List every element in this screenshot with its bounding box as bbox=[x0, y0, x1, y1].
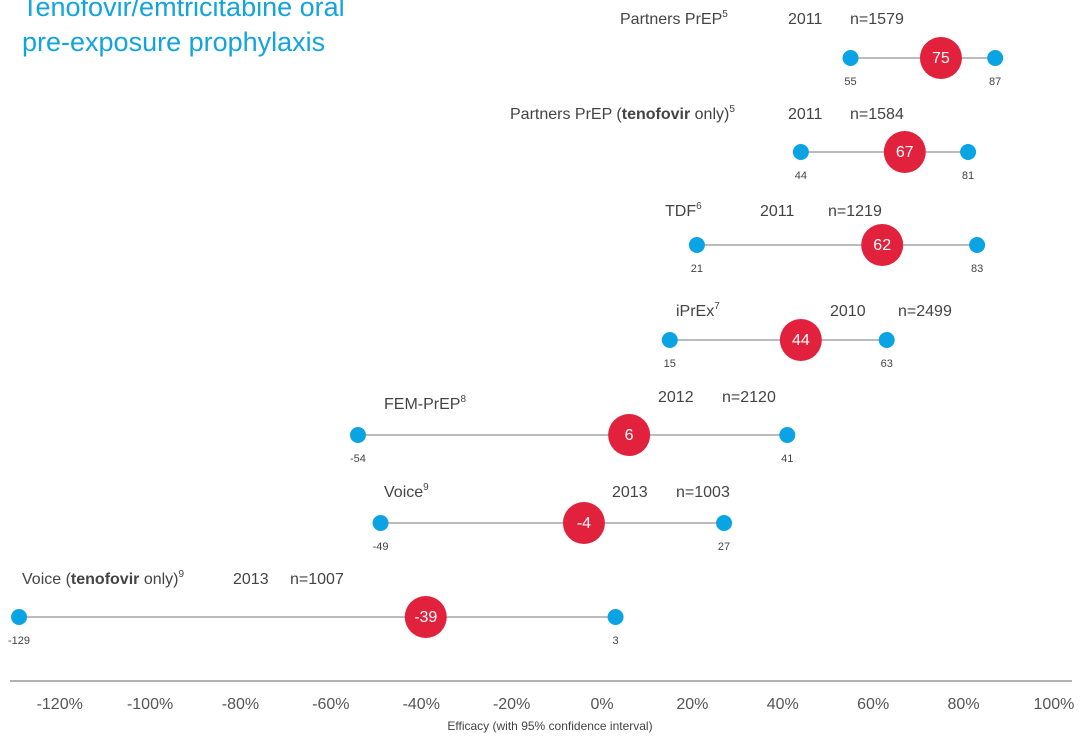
study-year: 2013 bbox=[612, 484, 648, 501]
study-year: 2012 bbox=[658, 389, 694, 406]
study-n: n=1219 bbox=[828, 203, 882, 220]
point-estimate bbox=[883, 131, 926, 173]
study-year: 2011 bbox=[788, 106, 823, 123]
ci-end bbox=[987, 50, 1004, 66]
ci-label: -129 bbox=[8, 635, 30, 647]
name-part: TDF bbox=[665, 203, 696, 220]
point-label: -39 bbox=[414, 609, 437, 626]
ci-label: 3 bbox=[613, 635, 619, 647]
ci-end bbox=[960, 144, 977, 160]
ci-label: 21 bbox=[691, 263, 703, 275]
x-tick-label: -120% bbox=[37, 696, 83, 713]
ci-label: -49 bbox=[373, 541, 389, 553]
name-part: Voice ( bbox=[22, 571, 72, 588]
name-part: FEM-PrEP bbox=[384, 396, 460, 413]
study-name: TDF6 bbox=[665, 201, 702, 221]
study-n: n=1007 bbox=[290, 571, 344, 588]
reference: 8 bbox=[460, 394, 466, 405]
point-label: 6 bbox=[625, 427, 634, 444]
ci-label: 87 bbox=[989, 76, 1001, 88]
ci-end bbox=[779, 427, 796, 443]
name-part: tenofovir bbox=[71, 571, 139, 588]
reference: 5 bbox=[729, 104, 735, 115]
x-tick-label: -40% bbox=[403, 696, 440, 713]
ci-end bbox=[878, 332, 895, 348]
ci-end bbox=[688, 237, 705, 253]
ci-end bbox=[372, 515, 389, 531]
x-tick-label: -60% bbox=[312, 696, 349, 713]
point-estimate bbox=[861, 224, 904, 266]
x-axis-label: Efficacy (with 95% confidence interval) bbox=[447, 719, 652, 733]
x-tick-label: -80% bbox=[222, 696, 259, 713]
ci-end bbox=[969, 237, 986, 253]
name-part: tenofovir bbox=[622, 106, 690, 123]
point-estimate bbox=[779, 319, 822, 361]
ci-label: 81 bbox=[962, 170, 974, 182]
reference: 9 bbox=[179, 569, 185, 580]
x-tick-label: 40% bbox=[767, 696, 799, 713]
x-tick-label: -100% bbox=[127, 696, 173, 713]
study-name: FEM-PrEP8 bbox=[384, 394, 466, 414]
study-name: Voice9 bbox=[384, 482, 429, 502]
x-tick-label: 80% bbox=[948, 696, 980, 713]
point-label: 62 bbox=[873, 237, 891, 254]
ci-label: 27 bbox=[718, 541, 730, 553]
reference: 9 bbox=[423, 482, 429, 493]
ci-end bbox=[607, 609, 624, 625]
name-part: Voice bbox=[384, 484, 423, 501]
study-n: n=1584 bbox=[850, 106, 904, 123]
study-n: n=1579 bbox=[850, 11, 904, 28]
point-estimate bbox=[562, 502, 605, 544]
study-year: 2011 bbox=[760, 203, 795, 220]
name-part: Partners PrEP ( bbox=[510, 106, 622, 123]
study-year: 2013 bbox=[233, 571, 269, 588]
study-year: 2011 bbox=[788, 11, 823, 28]
ci-end bbox=[716, 515, 733, 531]
ci-label: -54 bbox=[350, 453, 366, 465]
x-tick-label: 20% bbox=[676, 696, 708, 713]
study-year: 2010 bbox=[830, 303, 866, 320]
ci-label: 44 bbox=[795, 170, 807, 182]
study-n: n=1003 bbox=[676, 484, 730, 501]
point-label: 75 bbox=[932, 50, 950, 67]
point-estimate bbox=[404, 596, 447, 638]
name-part: only) bbox=[690, 106, 729, 123]
ci-end bbox=[842, 50, 859, 66]
reference: 6 bbox=[696, 201, 702, 212]
study-name: Voice (tenofovir only)9 bbox=[22, 569, 185, 589]
x-tick-label: -20% bbox=[493, 696, 530, 713]
ci-end bbox=[661, 332, 678, 348]
point-estimate bbox=[608, 414, 651, 456]
ci-end bbox=[349, 427, 366, 443]
point-label: -4 bbox=[577, 515, 591, 532]
ci-label: 41 bbox=[781, 453, 793, 465]
study-name: iPrEx7 bbox=[676, 301, 720, 321]
name-part: iPrEx bbox=[676, 303, 714, 320]
point-label: 67 bbox=[896, 144, 914, 161]
study-n: n=2120 bbox=[722, 389, 776, 406]
ci-label: 15 bbox=[664, 358, 676, 370]
ci-end bbox=[792, 144, 809, 160]
study-name: Partners PrEP (tenofovir only)5 bbox=[510, 104, 735, 124]
ci-label: 63 bbox=[881, 358, 893, 370]
ci-end bbox=[11, 609, 28, 625]
x-tick-label: 0% bbox=[590, 696, 613, 713]
reference: 5 bbox=[722, 9, 728, 20]
reference: 7 bbox=[714, 301, 720, 312]
x-tick-label: 100% bbox=[1033, 696, 1074, 713]
study-name: Partners PrEP5 bbox=[620, 9, 728, 29]
point-label: 44 bbox=[792, 332, 810, 349]
ci-label: 55 bbox=[844, 76, 856, 88]
name-part: only) bbox=[139, 571, 178, 588]
point-estimate bbox=[919, 37, 962, 79]
chart-title: Tenofovir/emtricitabine oral pre-exposur… bbox=[22, 0, 345, 57]
study-n: n=2499 bbox=[898, 303, 952, 320]
ci-label: 83 bbox=[971, 263, 983, 275]
x-tick-label: 60% bbox=[857, 696, 889, 713]
name-part: Partners PrEP bbox=[620, 11, 722, 28]
